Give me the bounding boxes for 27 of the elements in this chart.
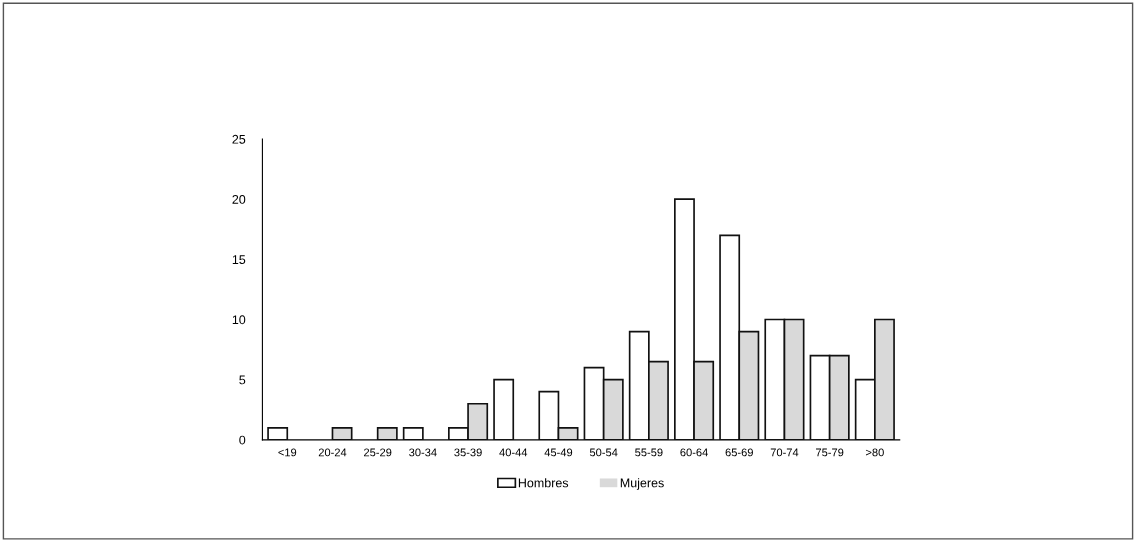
x-tick-label: 25-29	[364, 448, 392, 457]
x-tick-label: 70-74	[770, 448, 799, 457]
x-tick-label: 20-24	[318, 448, 347, 457]
x-tick-label: 35-39	[454, 448, 482, 457]
x-tick-label: 65-69	[725, 448, 753, 457]
x-tick-label: >80	[865, 448, 884, 457]
y-tick-label: 15	[232, 255, 246, 265]
legend-label: Hombres	[518, 478, 569, 488]
legend-label: Mujeres	[620, 478, 664, 490]
x-tick-label: 45-49	[544, 448, 573, 457]
x-tick-label: 75-79	[816, 448, 844, 457]
y-tick-label: 0	[239, 435, 246, 445]
x-tick-label: 60-64	[680, 448, 708, 457]
x-tick-label: 40-44	[499, 448, 528, 457]
x-tick-label: 30-34	[409, 448, 437, 457]
x-tick-label: 55-59	[635, 448, 663, 457]
y-tick-label: 20	[232, 195, 246, 204]
y-tick-label: 10	[232, 315, 246, 325]
bar	[402, 426, 424, 440]
y-tick-label: 5	[239, 375, 246, 385]
bar	[331, 426, 353, 440]
y-tick-label: 25	[232, 134, 246, 144]
x-tick-label: <19	[278, 448, 297, 457]
bar	[267, 426, 289, 440]
bar	[376, 426, 398, 440]
bar	[493, 378, 515, 440]
x-tick-label: 50-54	[589, 448, 618, 457]
